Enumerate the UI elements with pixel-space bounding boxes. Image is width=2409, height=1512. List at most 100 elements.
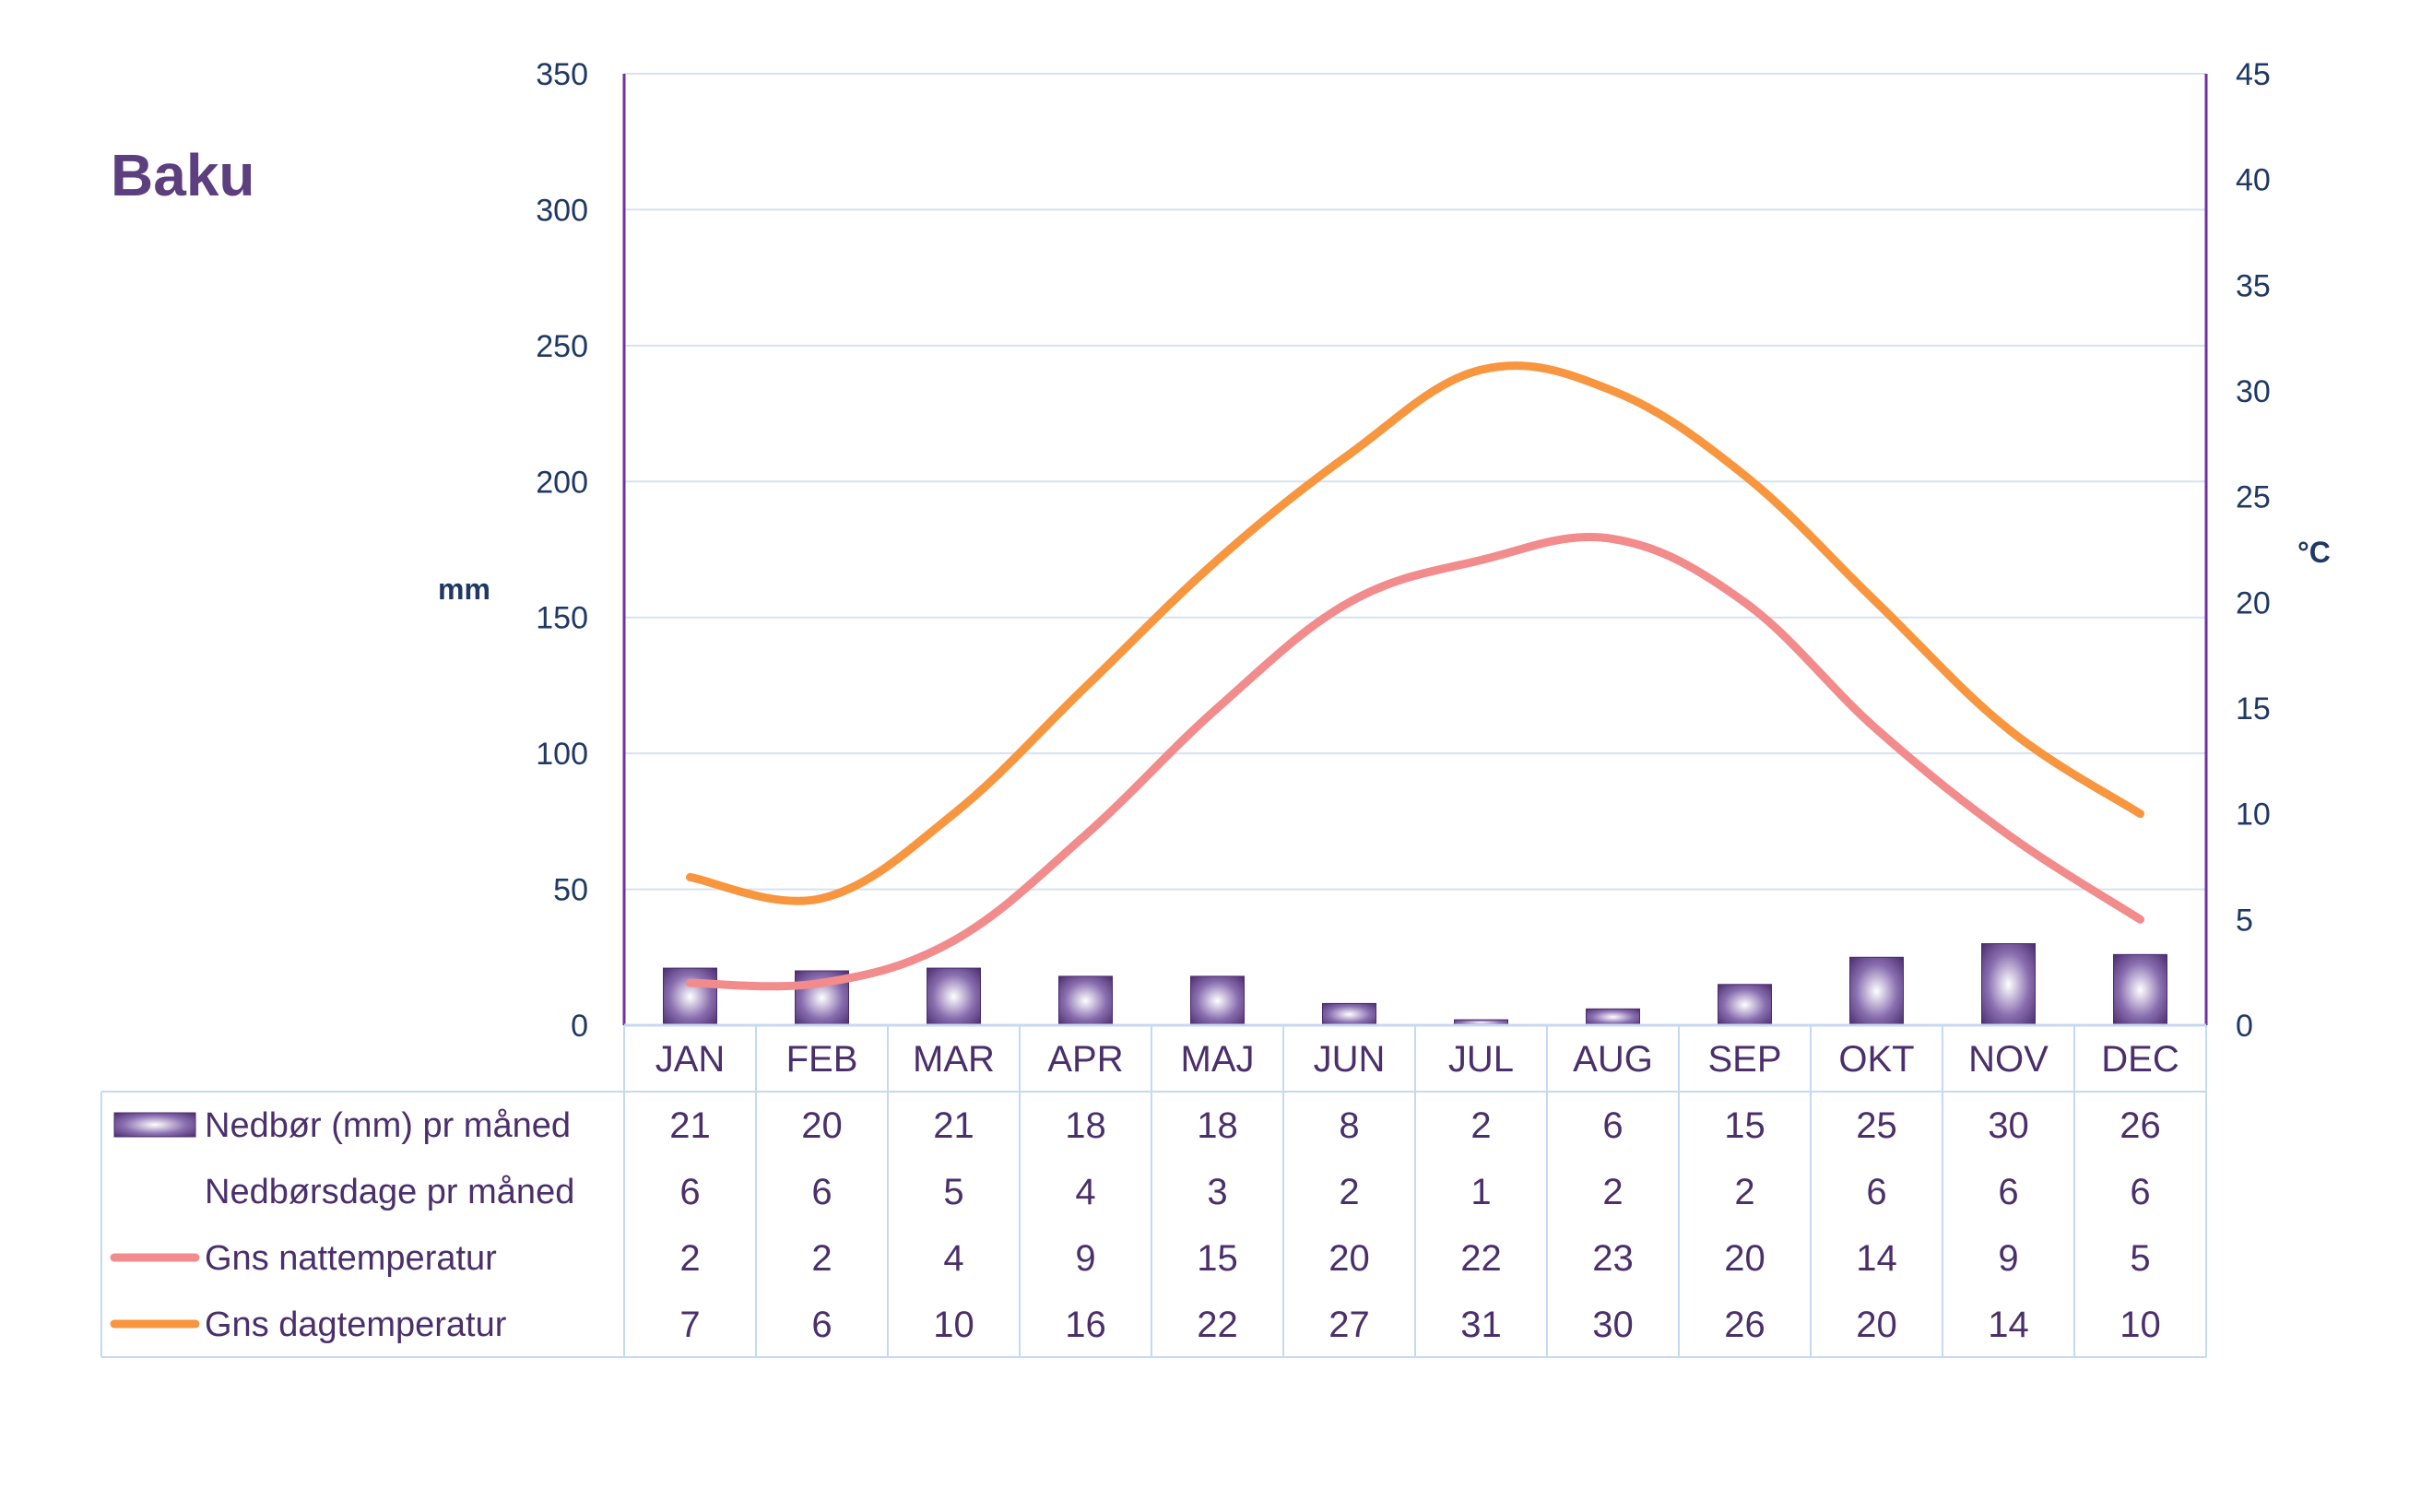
precipitation-bar (927, 967, 981, 1026)
precipitation-bar (1190, 975, 1245, 1026)
category-label: AUG (1573, 1039, 1653, 1080)
right-tick-label: 0 (2236, 1009, 2253, 1044)
table-cell: 2 (1734, 1172, 1754, 1212)
row-label: Nedbør (mm) pr måned (205, 1106, 571, 1145)
table-cell: 5 (2130, 1238, 2150, 1279)
night-temperature-line (686, 533, 2144, 991)
table-cell: 20 (1328, 1238, 1370, 1279)
table-cell: 18 (1197, 1105, 1238, 1146)
table-cell: 15 (1724, 1105, 1765, 1146)
precipitation-bar (1322, 1002, 1376, 1026)
table-cell: 5 (943, 1172, 963, 1212)
table-cell: 6 (811, 1172, 832, 1212)
table-cell: 27 (1328, 1305, 1370, 1345)
table-cell: 30 (1592, 1305, 1634, 1345)
right-tick-label: 30 (2236, 374, 2271, 409)
precipitation-bar (1586, 1008, 1640, 1026)
table-cell: 10 (933, 1305, 974, 1345)
table-cell: 2 (1470, 1105, 1491, 1146)
right-tick-label: 35 (2236, 268, 2271, 303)
precipitation-bar (1849, 956, 1904, 1026)
left-tick-label: 50 (553, 873, 588, 908)
table-cell: 9 (1075, 1238, 1095, 1279)
category-label: DEC (2101, 1039, 2179, 1080)
category-label: MAJ (1181, 1039, 1255, 1080)
table-cell: 2 (679, 1238, 700, 1279)
category-label: JUL (1448, 1039, 1514, 1080)
table-cell: 20 (1724, 1238, 1765, 1279)
category-label: JAN (655, 1039, 726, 1080)
left-tick-label: 0 (571, 1009, 588, 1044)
right-tick-label: 25 (2236, 480, 2271, 515)
legend-key-bar (113, 1112, 196, 1138)
table-cell: 21 (669, 1105, 711, 1146)
temperature-lines (686, 361, 2144, 991)
precipitation-bar (663, 967, 717, 1026)
table-cell: 2 (811, 1238, 832, 1279)
precipitation-bar (1981, 943, 2036, 1026)
right-tick-label: 40 (2236, 163, 2271, 198)
table-cell: 7 (679, 1305, 700, 1345)
right-tick-label: 45 (2236, 57, 2271, 92)
table-cell: 26 (2120, 1105, 2161, 1146)
left-axis-ticks: 0 50 100 150 200 250 300 350 (536, 57, 588, 1044)
table-cell: 8 (1339, 1105, 1359, 1146)
table-cell: 1 (1470, 1172, 1491, 1212)
left-tick-label: 250 (536, 329, 588, 364)
table-cell: 4 (1075, 1172, 1095, 1212)
precipitation-bar (1058, 975, 1113, 1026)
left-tick-label: 200 (536, 465, 588, 500)
gridlines (624, 73, 2206, 891)
table-cell: 9 (1998, 1238, 2018, 1279)
table-cell: 23 (1592, 1238, 1634, 1279)
table-cell: 6 (811, 1305, 832, 1345)
table-cell: 15 (1197, 1238, 1238, 1279)
table-cell: 6 (679, 1172, 700, 1212)
row-label: Gns dagtemperatur (205, 1305, 507, 1344)
table-cell: 22 (1197, 1305, 1238, 1345)
table-cell: 14 (1856, 1238, 1897, 1279)
left-tick-label: 150 (536, 601, 588, 636)
left-tick-label: 100 (536, 737, 588, 772)
right-tick-label: 15 (2236, 691, 2271, 726)
category-label: NOV (1968, 1039, 2049, 1080)
table-cell: 10 (2120, 1305, 2161, 1345)
table-cell: 20 (801, 1105, 843, 1146)
category-label: JUN (1314, 1039, 1386, 1080)
table-cell: 14 (1988, 1305, 2029, 1345)
chart-title: Baku (111, 142, 255, 208)
left-tick-label: 350 (536, 57, 588, 92)
table-cell: 4 (943, 1238, 963, 1279)
table-cell: 16 (1065, 1305, 1106, 1345)
table-cell: 2 (1339, 1172, 1359, 1212)
table-cell: 26 (1724, 1305, 1765, 1345)
category-label: OKT (1838, 1039, 1914, 1080)
table-cell: 31 (1460, 1305, 1502, 1345)
table-cell: 30 (1988, 1105, 2029, 1146)
table-cell: 6 (2130, 1172, 2150, 1212)
left-axis-title: mm (438, 573, 490, 606)
table-cell: 22 (1460, 1238, 1502, 1279)
left-tick-label: 300 (536, 193, 588, 228)
table-cell: 6 (1602, 1105, 1623, 1146)
table-cell: 2 (1602, 1172, 1623, 1212)
row-label: Nedbørsdage pr måned (205, 1173, 574, 1211)
precipitation-bar (2113, 953, 2167, 1026)
row-label: Gns nattemperatur (205, 1239, 497, 1278)
right-tick-label: 20 (2236, 585, 2271, 620)
table-cell: 21 (933, 1105, 974, 1146)
category-label: MAR (913, 1039, 995, 1080)
table-cell: 6 (1866, 1172, 1886, 1212)
table-cell: 20 (1856, 1305, 1897, 1345)
table-cell: 18 (1065, 1105, 1106, 1146)
table-cell: 25 (1856, 1105, 1897, 1146)
right-tick-label: 10 (2236, 797, 2271, 833)
right-tick-label: 5 (2236, 903, 2253, 938)
table-cell: 3 (1207, 1172, 1227, 1212)
day-temperature-line (686, 361, 2144, 905)
precipitation-bars (663, 943, 2167, 1026)
category-label: FEB (786, 1039, 858, 1080)
category-label: APR (1047, 1039, 1123, 1080)
category-label: SEP (1707, 1039, 1781, 1080)
